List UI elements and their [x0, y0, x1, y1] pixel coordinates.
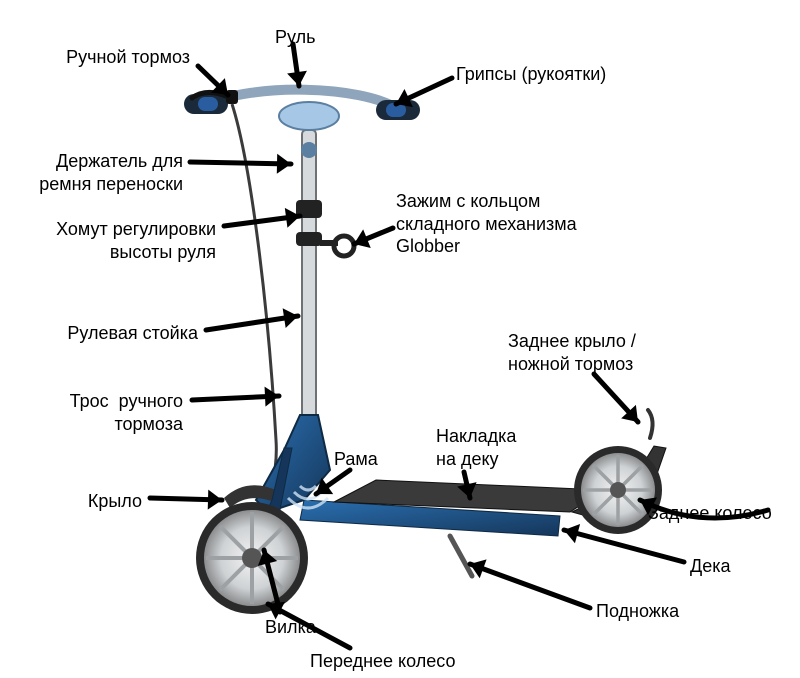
label-handlebar: Руль — [275, 26, 316, 49]
kickstand — [450, 536, 472, 576]
label-front-fender: Крыло — [88, 490, 142, 513]
label-deck: Дека — [690, 555, 730, 578]
label-rear-fender: Заднее крыло / ножной тормоз — [508, 330, 636, 375]
label-brake-cable: Трос ручного тормоза — [70, 390, 183, 435]
label-frame: Рама — [334, 448, 378, 471]
label-strap-holder: Держатель для ремня переноски — [39, 150, 183, 195]
label-kickstand: Подножка — [596, 600, 679, 623]
steering-column — [302, 130, 316, 420]
label-rear-wheel: Заднее колесо — [648, 502, 772, 525]
label-steer-column: Рулевая стойка — [67, 322, 198, 345]
label-deck-cover: Накладка на деку — [436, 425, 516, 470]
diagram-stage: Ручной тормоз Руль Грипсы (рукоятки) Держат… — [0, 0, 800, 678]
label-handbrake: Ручной тормоз — [66, 46, 190, 69]
handlebar — [184, 90, 420, 158]
strap-holder-ring — [301, 142, 317, 158]
label-height-clamp: Хомут регулировки высоты руля — [56, 218, 216, 263]
label-fork: Вилка — [265, 616, 316, 639]
label-folding-clamp: Зажим с кольцом складного механизма Glob… — [396, 190, 577, 258]
brake-cable — [232, 104, 276, 520]
label-front-wheel: Переднее колесо — [310, 650, 455, 673]
label-grips: Грипсы (рукоятки) — [456, 63, 606, 86]
height-adjust-clamp — [296, 200, 322, 218]
front-wheel — [196, 502, 308, 614]
